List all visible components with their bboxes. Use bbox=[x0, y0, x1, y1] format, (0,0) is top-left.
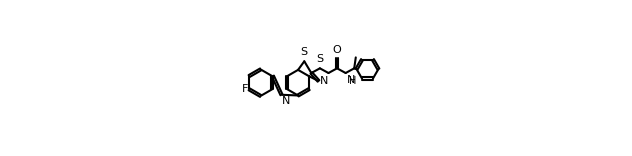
Text: N: N bbox=[283, 96, 291, 106]
Text: O: O bbox=[332, 45, 341, 55]
Text: H: H bbox=[349, 76, 356, 86]
Text: N: N bbox=[320, 76, 329, 86]
Text: N: N bbox=[346, 75, 355, 85]
Text: F: F bbox=[242, 84, 248, 94]
Text: S: S bbox=[317, 54, 324, 64]
Text: S: S bbox=[301, 47, 308, 57]
